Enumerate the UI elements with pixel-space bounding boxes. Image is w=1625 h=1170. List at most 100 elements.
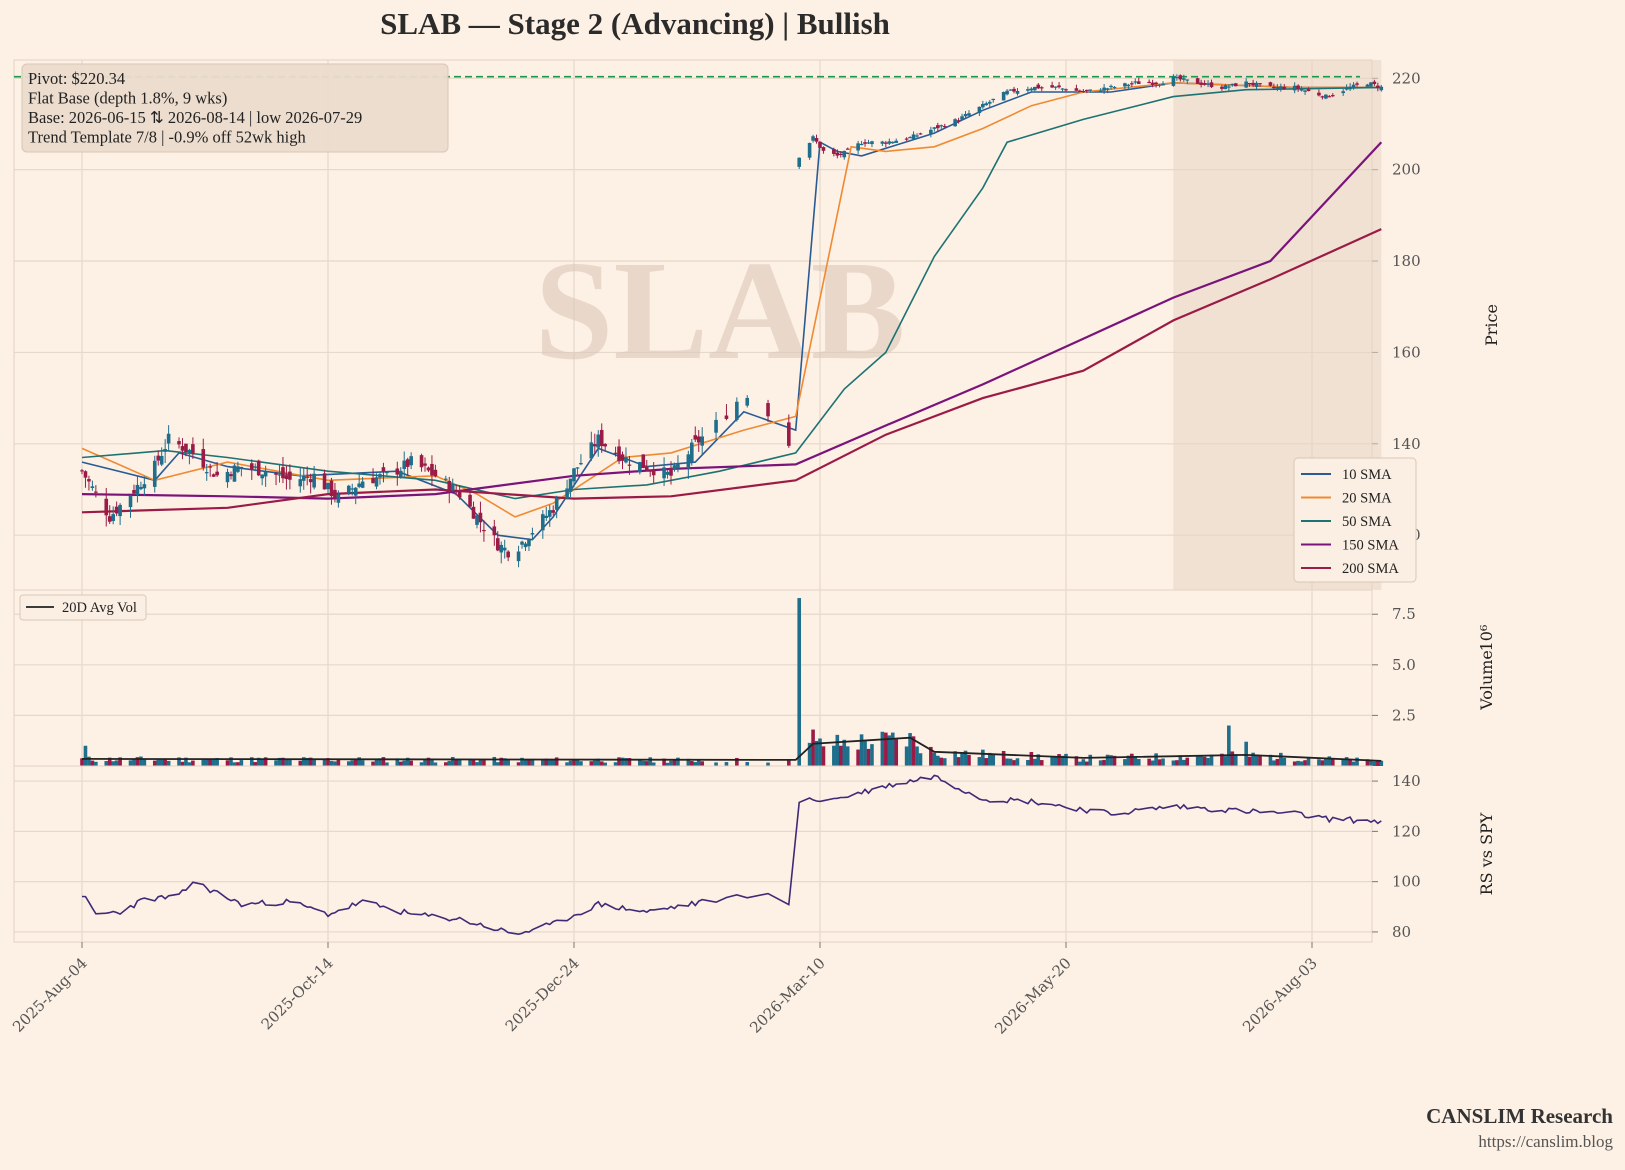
volume-bar <box>419 762 424 766</box>
candle-body <box>256 460 261 476</box>
rs-tick-label: 80 <box>1392 923 1411 941</box>
volume-bar <box>402 760 407 766</box>
candle-body <box>908 137 912 139</box>
candle-body <box>842 150 847 158</box>
candle-body <box>1247 82 1252 85</box>
volume-bar <box>468 758 472 766</box>
candle-body <box>180 446 185 451</box>
volume-bar <box>617 757 621 766</box>
candle-body <box>132 490 136 494</box>
candle-body <box>1078 90 1082 92</box>
candle-body <box>1057 85 1061 88</box>
candle-body <box>735 401 739 420</box>
volume-bar <box>787 759 791 766</box>
candle-body <box>208 466 212 468</box>
volume-bar <box>641 760 646 766</box>
candle-body <box>1161 83 1165 86</box>
candle-body <box>832 148 836 154</box>
candle-body <box>1206 83 1210 85</box>
candle-body <box>433 469 438 477</box>
candle-body <box>211 474 216 477</box>
candle-body <box>572 468 576 482</box>
volume-bar <box>1161 758 1165 766</box>
volume-bar <box>236 762 240 766</box>
volume-bar <box>596 758 601 766</box>
candle-body <box>859 143 864 146</box>
volume-bar <box>1282 757 1287 766</box>
x-tick-label: 2025-Dec-24 <box>502 954 583 1035</box>
volume-bar <box>1015 758 1020 766</box>
candle-body <box>1258 83 1262 85</box>
volume-bar <box>1182 759 1186 766</box>
candle-body <box>1199 82 1203 85</box>
volume-bar <box>211 758 216 766</box>
volume-bar <box>80 758 84 766</box>
volume-bar <box>648 757 653 766</box>
candle-body <box>911 134 916 140</box>
candle-body <box>308 479 313 483</box>
volume-bar <box>884 732 888 766</box>
volume-bar <box>624 758 628 766</box>
candle-body <box>83 471 88 478</box>
candle-body <box>766 403 770 417</box>
volume-bar <box>690 761 694 766</box>
volume-bar <box>977 757 982 766</box>
rs-line <box>81 774 1382 936</box>
candle-body <box>1036 84 1041 89</box>
candle-body <box>1341 91 1345 94</box>
candle-body <box>104 498 109 516</box>
volume-unit-exponent: 10⁶ <box>1477 625 1496 652</box>
rs-frame <box>13 765 1373 943</box>
volume-bar <box>409 760 413 766</box>
brand-url[interactable]: https://canslim.blog <box>1478 1132 1613 1151</box>
volume-bar <box>544 758 549 766</box>
volume-bar <box>1247 756 1252 766</box>
volume-bar <box>1185 757 1190 766</box>
candle-body <box>724 415 729 419</box>
candle-body <box>1084 89 1089 92</box>
candle-body <box>260 474 264 479</box>
candle-body <box>856 143 860 151</box>
volume-bar <box>644 761 649 766</box>
volume-bar <box>232 762 237 766</box>
candle-body <box>177 441 181 445</box>
volume-bar <box>1136 759 1141 766</box>
watermark: SLAB <box>535 231 906 389</box>
candle-body <box>1178 75 1183 80</box>
volume-bar <box>863 741 867 766</box>
candle-body <box>395 468 400 475</box>
volume-bar <box>1060 755 1065 766</box>
volume-bar <box>987 752 992 766</box>
rs-tick-label: 120 <box>1392 822 1421 840</box>
candle-body <box>253 466 258 468</box>
candle-body <box>336 494 341 503</box>
volume-bar <box>204 759 209 766</box>
x-tick-label: 2025-Oct-14 <box>258 954 337 1033</box>
candle-body <box>90 486 95 488</box>
volume-bar <box>599 761 604 766</box>
candle-body <box>991 98 996 101</box>
candle-body <box>1050 85 1054 88</box>
candle-body <box>1292 85 1297 91</box>
volume-bar <box>1292 761 1297 766</box>
candle-body <box>1175 76 1179 79</box>
volume-bar <box>308 757 313 766</box>
volume-bar <box>929 746 933 766</box>
candle-body <box>1136 81 1141 84</box>
candle-body <box>312 473 316 488</box>
volume-bar <box>1230 751 1235 766</box>
candle-body <box>139 486 143 490</box>
candle-body <box>963 114 968 117</box>
volume-bar <box>565 762 569 766</box>
volume-bar <box>350 760 355 766</box>
candle-body <box>890 141 895 144</box>
volume-bar <box>395 758 400 766</box>
volume-bar <box>208 758 212 766</box>
candle-body <box>1109 85 1113 88</box>
volume-bar <box>1109 755 1113 766</box>
volume-bar <box>1299 761 1304 766</box>
candle-body <box>870 141 874 145</box>
price-tick-label: 180 <box>1392 252 1421 270</box>
candle-body <box>672 465 677 470</box>
volume-bar <box>1029 751 1034 766</box>
